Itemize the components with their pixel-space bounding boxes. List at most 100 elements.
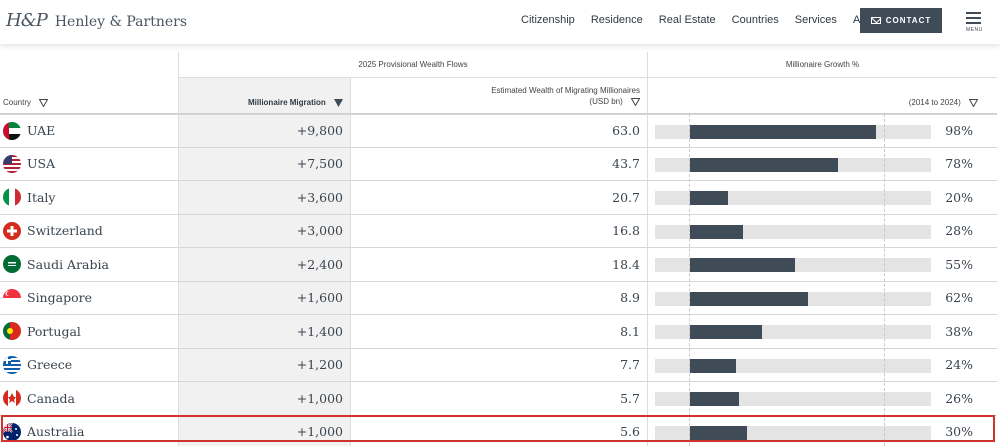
- country-cell: Italy: [0, 181, 178, 214]
- table-row[interactable]: Italy +3,600 20.7 20%: [0, 181, 997, 215]
- growth-cell: 24%: [647, 348, 997, 381]
- growth-value: 20%: [945, 189, 973, 205]
- switzerland-flag-icon: [3, 221, 21, 240]
- logo-mark: H&P: [6, 10, 48, 31]
- wealth-value: 18.4: [612, 256, 640, 272]
- growth-cell: 28%: [647, 214, 997, 247]
- nav-countries[interactable]: Countries: [731, 14, 779, 26]
- migration-value: +9,800: [296, 123, 343, 139]
- table-row[interactable]: Switzerland +3,000 16.8 28%: [0, 214, 997, 248]
- growth-max-line: [884, 114, 885, 446]
- table-row[interactable]: Canada +1,000 5.7 26%: [0, 382, 997, 416]
- nav-real-estate[interactable]: Real Estate: [658, 14, 716, 26]
- country-name: Singapore: [27, 290, 92, 306]
- wealth-cell: 8.9: [350, 281, 647, 314]
- wealth-cell: 8.1: [350, 315, 647, 348]
- group-header-flows: 2025 Provisional Wealth Flows: [178, 52, 647, 78]
- saudi-flag-icon: [3, 255, 21, 274]
- wealth-cell: 63.0: [350, 115, 647, 147]
- col-label-wealth-unit: (USD bn): [589, 97, 623, 106]
- sort-active-icon[interactable]: [334, 98, 343, 107]
- growth-cell: 30%: [647, 415, 997, 446]
- country-cell: Singapore: [0, 282, 178, 315]
- growth-cell: 38%: [647, 315, 997, 348]
- migration-cell: +1,400: [178, 315, 350, 348]
- main-nav: Citizenship Residence Real Estate Countr…: [521, 14, 898, 26]
- growth-cell: 62%: [647, 281, 997, 314]
- country-cell: Saudi Arabia: [0, 248, 178, 281]
- country-cell: Canada: [0, 382, 178, 415]
- growth-cell: 78%: [647, 147, 997, 180]
- sort-icon[interactable]: [969, 98, 978, 107]
- table-row[interactable]: USA +7,500 43.7 78%: [0, 147, 997, 181]
- menu-button[interactable]: MENU: [966, 12, 982, 33]
- country-cell: Switzerland: [0, 215, 178, 248]
- table-body: UAE +9,800 63.0 98% USA +7,500 43.7 78%: [0, 114, 997, 446]
- nav-citizenship[interactable]: Citizenship: [521, 14, 575, 26]
- country-cell: UAE: [0, 115, 178, 147]
- migration-value: +1,000: [296, 424, 343, 440]
- table-row[interactable]: Saudi Arabia +2,400 18.4 55%: [0, 248, 997, 282]
- migration-cell: +1,200: [178, 348, 350, 381]
- col-header-migration[interactable]: Millionaire Migration: [178, 78, 350, 114]
- growth-value: 24%: [945, 357, 973, 373]
- migration-cell: +1,000: [178, 382, 350, 415]
- migration-cell: +9,800: [178, 115, 350, 147]
- col-header-country[interactable]: Country: [0, 78, 178, 114]
- wealth-cell: 16.8: [350, 214, 647, 247]
- country-name: UAE: [27, 123, 56, 139]
- growth-bar: [690, 191, 728, 205]
- migration-cell: +3,600: [178, 181, 350, 214]
- country-cell: USA: [0, 148, 178, 181]
- migration-cell: +3,000: [178, 214, 350, 247]
- col-label-migration: Millionaire Migration: [247, 98, 326, 107]
- australia-flag-icon: [3, 422, 21, 441]
- growth-cell: 26%: [647, 382, 997, 415]
- sort-icon[interactable]: [39, 98, 49, 107]
- growth-bar: [690, 392, 740, 406]
- wealth-value: 63.0: [612, 123, 640, 139]
- wealth-value: 7.7: [620, 357, 640, 373]
- wealth-value: 8.9: [620, 290, 640, 306]
- migration-value: +2,400: [296, 256, 343, 272]
- country-cell: Greece: [0, 349, 178, 382]
- sort-icon[interactable]: [631, 97, 640, 106]
- singapore-flag-icon: [3, 288, 21, 307]
- table-row[interactable]: Portugal +1,400 8.1 38%: [0, 315, 997, 349]
- usa-flag-icon: [3, 154, 21, 173]
- table-row[interactable]: Australia +1,000 5.6 30%: [0, 415, 997, 446]
- growth-bar: [690, 157, 839, 172]
- logo[interactable]: H&P Henley & Partners: [6, 10, 187, 31]
- country-name: USA: [27, 156, 56, 172]
- growth-value: 78%: [945, 156, 973, 172]
- contact-button[interactable]: CONTACT: [860, 8, 942, 33]
- wealth-cell: 18.4: [350, 248, 647, 281]
- growth-zero-line: [689, 114, 690, 446]
- growth-value: 30%: [945, 424, 973, 440]
- migration-value: +1,400: [296, 323, 343, 339]
- logo-text: Henley & Partners: [54, 14, 188, 30]
- growth-bar: [690, 291, 808, 306]
- col-header-growth[interactable]: (2014 to 2024): [647, 78, 997, 114]
- country-cell: Australia: [0, 416, 178, 446]
- growth-bar: [690, 325, 763, 339]
- table-row[interactable]: Greece +1,200 7.7 24%: [0, 348, 997, 382]
- menu-label: MENU: [966, 27, 983, 33]
- nav-services[interactable]: Services: [794, 14, 837, 26]
- contact-label: CONTACT: [885, 16, 932, 25]
- migration-value: +1,000: [296, 390, 343, 406]
- col-label-growth-period: (2014 to 2024): [908, 98, 961, 107]
- table-row[interactable]: Singapore +1,600 8.9 62%: [0, 281, 997, 315]
- wealth-cell: 20.7: [350, 181, 647, 214]
- country-name: Greece: [27, 357, 73, 373]
- growth-cell: 98%: [647, 115, 997, 147]
- growth-bar: [690, 224, 744, 239]
- migration-cell: +1,000: [178, 415, 350, 446]
- table-row[interactable]: UAE +9,800 63.0 98%: [0, 114, 997, 148]
- canada-flag-icon: [3, 389, 21, 408]
- growth-cell: 20%: [647, 181, 997, 214]
- wealth-cell: 7.7: [350, 348, 647, 381]
- col-header-wealth[interactable]: Estimated Wealth of Migrating Millionair…: [350, 78, 647, 114]
- nav-residence[interactable]: Residence: [590, 14, 643, 26]
- migration-value: +3,600: [296, 189, 343, 205]
